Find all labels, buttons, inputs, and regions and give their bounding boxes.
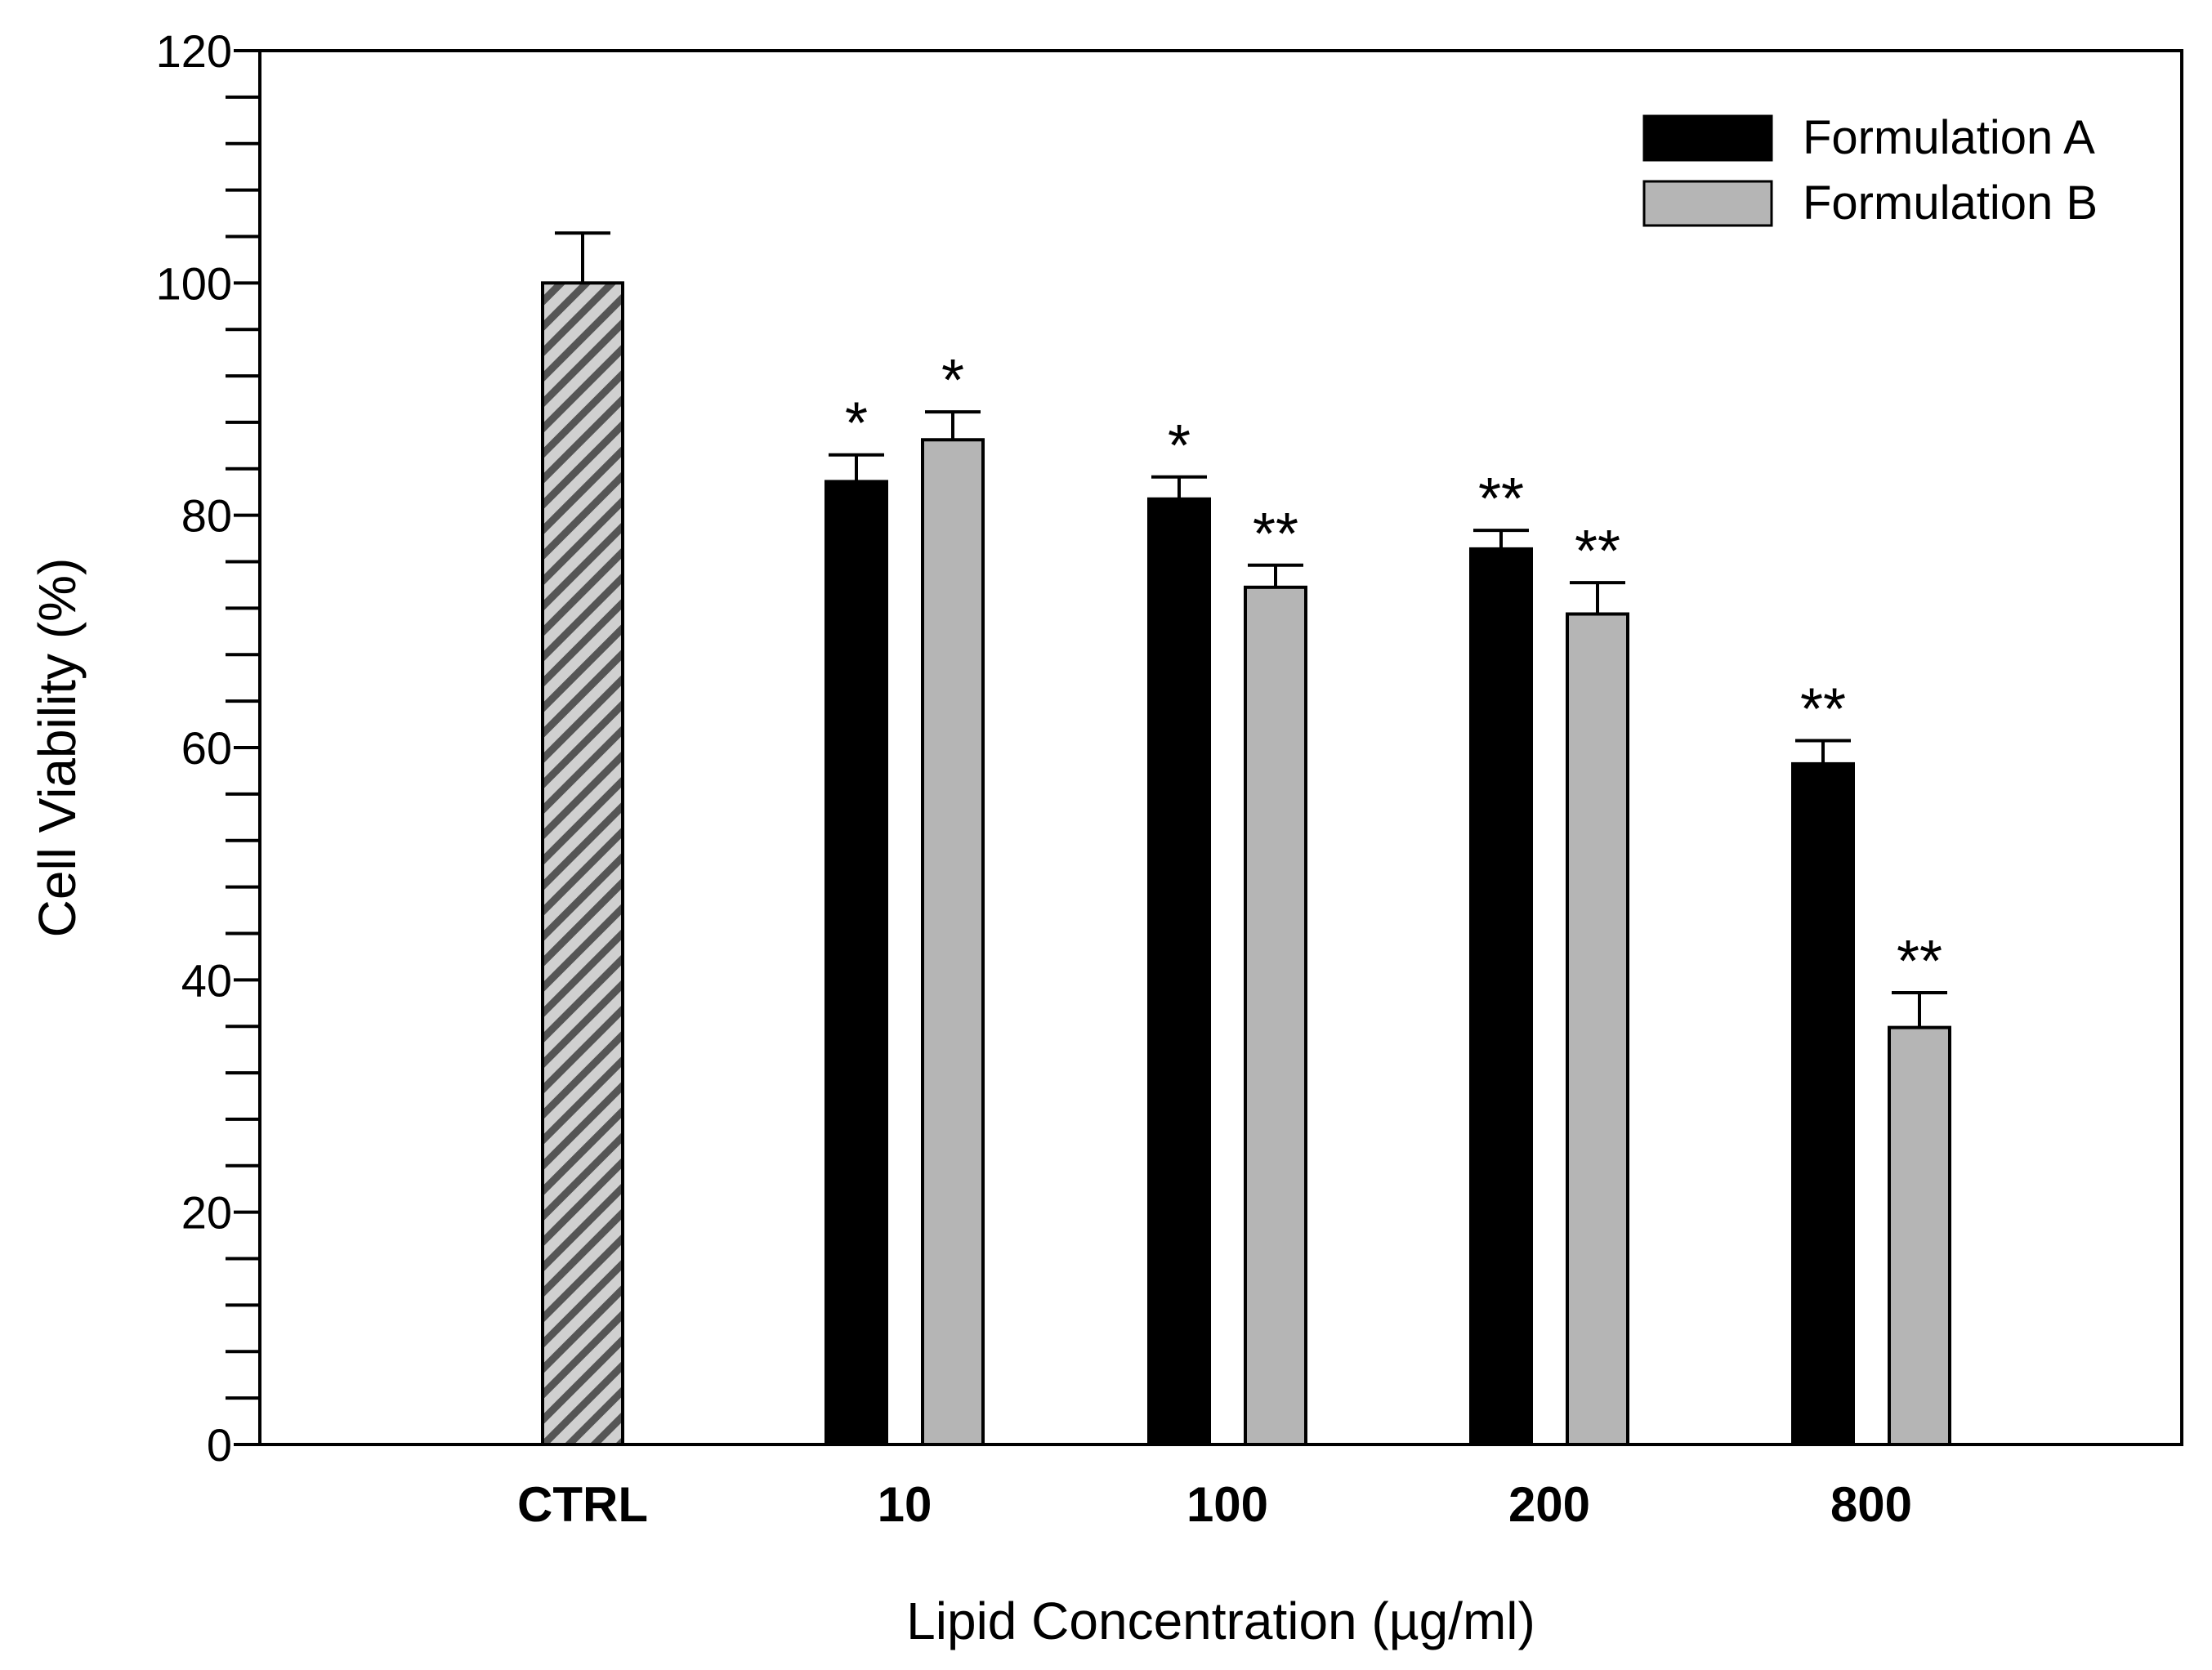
- y-tick-label: 40: [181, 954, 232, 1006]
- legend-swatch-formulation-b: [1642, 180, 1773, 227]
- bar-formulation-b-100: [1244, 585, 1307, 1446]
- bar-formulation-a-10: [824, 480, 888, 1446]
- legend-label-formulation-a: Formulation A: [1803, 111, 2095, 164]
- y-tick-label: 20: [181, 1187, 232, 1239]
- y-tick-label: 80: [181, 490, 232, 542]
- legend-swatch-formulation-a: [1642, 114, 1773, 162]
- bar-formulation-b-800: [1888, 1025, 1951, 1447]
- y-axis-title: Cell Viability (%): [28, 558, 87, 938]
- x-tick-label: 100: [1186, 1477, 1268, 1532]
- significance-marker: *: [1168, 413, 1191, 479]
- legend: Formulation A Formulation B: [1642, 111, 2098, 230]
- significance-marker: **: [1253, 502, 1298, 567]
- y-tick-label: 120: [156, 25, 232, 77]
- legend-label-formulation-b: Formulation B: [1803, 176, 2098, 230]
- bar-ctrl: [541, 281, 624, 1446]
- x-tick-label: 800: [1830, 1477, 1912, 1532]
- x-tick-label: CTRL: [517, 1477, 648, 1532]
- x-tick-label: 10: [878, 1477, 932, 1532]
- significance-marker: *: [845, 391, 868, 457]
- y-tick-label: 100: [156, 257, 232, 309]
- bar-formulation-b-10: [921, 438, 985, 1447]
- y-tick-label: 60: [181, 722, 232, 774]
- bar-formulation-a-200: [1469, 547, 1533, 1446]
- bar-formulation-a-100: [1147, 497, 1211, 1446]
- significance-marker: **: [1800, 676, 1846, 742]
- significance-marker: **: [1575, 519, 1620, 584]
- significance-marker: *: [941, 348, 964, 413]
- bar-formulation-b-200: [1566, 612, 1629, 1446]
- x-tick-label: 200: [1508, 1477, 1590, 1532]
- bar-formulation-a-800: [1791, 761, 1855, 1446]
- y-tick-label: 0: [207, 1419, 232, 1471]
- significance-marker: **: [1897, 929, 1942, 994]
- x-axis-title: Lipid Concentration (µg/ml): [906, 1592, 1535, 1650]
- significance-marker: **: [1478, 467, 1524, 532]
